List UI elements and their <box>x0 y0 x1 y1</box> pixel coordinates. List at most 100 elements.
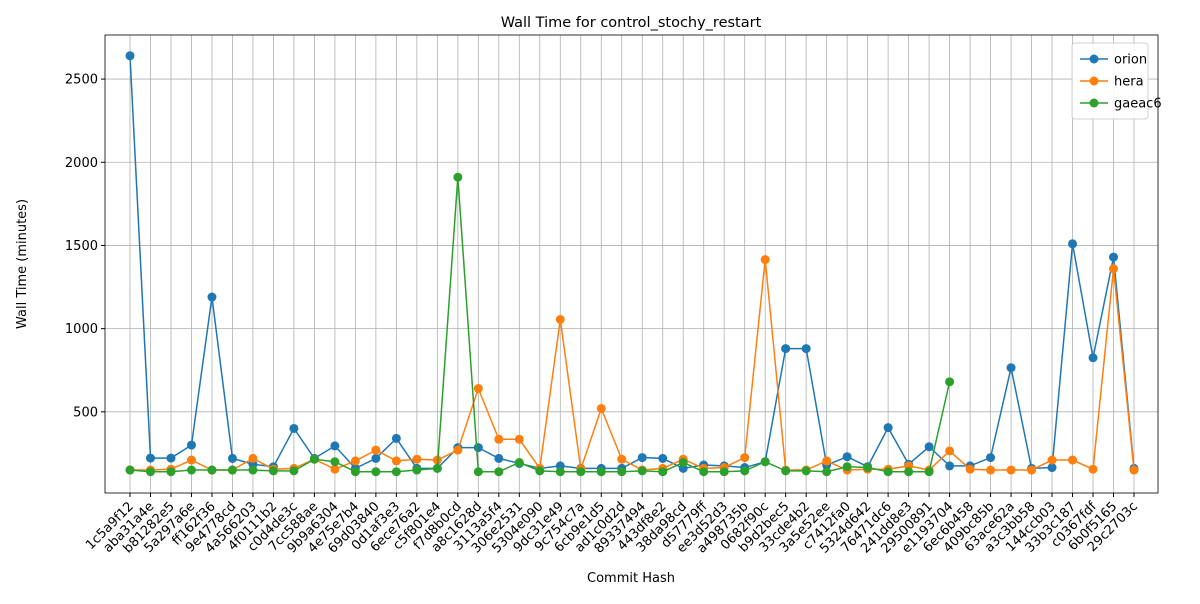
data-point <box>494 434 504 444</box>
data-point <box>863 463 873 473</box>
data-point <box>289 423 299 433</box>
data-point <box>1109 264 1119 274</box>
data-point <box>125 51 135 61</box>
data-point <box>801 344 811 354</box>
data-point <box>473 467 483 477</box>
y-tick-label: 1500 <box>65 239 98 254</box>
data-point <box>945 461 955 471</box>
data-point <box>1047 463 1057 473</box>
data-point <box>166 467 176 477</box>
data-point <box>453 445 463 455</box>
y-tick-label: 2000 <box>65 156 98 171</box>
series <box>125 255 1139 475</box>
series-line <box>129 55 1135 470</box>
data-point <box>658 453 668 463</box>
data-point <box>268 466 278 476</box>
data-point <box>371 467 381 477</box>
data-point <box>166 453 176 463</box>
data-point <box>945 377 955 387</box>
y-axis-label: Wall Time (minutes) <box>15 199 30 329</box>
series-line <box>130 259 1135 471</box>
series <box>125 51 1139 473</box>
data-point <box>760 457 770 467</box>
data-point <box>945 446 955 456</box>
data-point <box>473 443 483 453</box>
data-point <box>1088 353 1098 363</box>
legend-marker <box>1089 76 1099 86</box>
data-point <box>555 467 565 477</box>
data-point <box>986 453 996 463</box>
data-point <box>330 441 340 451</box>
data-point <box>289 466 299 476</box>
data-point <box>227 465 237 475</box>
series <box>125 172 955 477</box>
data-point <box>514 434 524 444</box>
data-point <box>227 453 237 463</box>
data-point <box>781 466 791 476</box>
data-point <box>432 463 442 473</box>
data-point <box>1006 465 1016 475</box>
data-point <box>637 466 647 476</box>
data-point <box>145 453 155 463</box>
data-point <box>883 423 893 433</box>
data-point <box>555 314 565 324</box>
data-point <box>842 452 852 462</box>
data-point <box>596 467 606 477</box>
data-point <box>371 453 381 463</box>
legend-label: orion <box>1114 53 1147 68</box>
data-point <box>617 454 627 464</box>
data-point <box>309 454 319 464</box>
data-point <box>186 455 196 465</box>
data-point <box>248 465 258 475</box>
data-point <box>1068 455 1078 465</box>
data-point <box>494 467 504 477</box>
data-point <box>391 456 401 466</box>
data-point <box>1109 252 1119 262</box>
data-point <box>330 464 340 474</box>
data-point <box>330 457 340 467</box>
data-point <box>965 464 975 474</box>
data-point <box>740 466 750 476</box>
data-point <box>699 467 709 477</box>
data-point <box>924 467 934 477</box>
x-axis-label: Commit Hash <box>587 571 675 586</box>
data-point <box>350 456 360 466</box>
plot-frame <box>104 34 1159 494</box>
data-point <box>453 172 463 182</box>
data-point <box>514 458 524 468</box>
legend-marker <box>1089 98 1099 108</box>
data-point <box>125 465 135 475</box>
data-point <box>186 465 196 475</box>
legend-label: gaeac6 <box>1114 97 1162 112</box>
data-point <box>248 453 258 463</box>
data-point <box>986 465 996 475</box>
data-point <box>904 467 914 477</box>
data-point <box>1006 363 1016 373</box>
data-point <box>1068 239 1078 249</box>
data-point <box>617 467 627 477</box>
data-point <box>719 467 729 477</box>
data-point <box>842 462 852 472</box>
data-point <box>391 433 401 443</box>
data-point <box>883 467 893 477</box>
chart-title: Wall Time for control_stochy_restart <box>501 15 762 31</box>
data-point <box>801 466 811 476</box>
y-tick-label: 1000 <box>65 322 98 337</box>
data-point <box>596 403 606 413</box>
data-point <box>924 442 934 452</box>
data-point <box>1047 455 1057 465</box>
data-point <box>371 445 381 455</box>
data-point <box>412 465 422 475</box>
y-tick-label: 2500 <box>65 73 98 88</box>
data-point <box>658 467 668 477</box>
data-point <box>494 453 504 463</box>
data-point <box>473 384 483 394</box>
data-point <box>1027 465 1037 475</box>
data-point <box>678 458 688 468</box>
data-point <box>207 292 217 302</box>
legend-label: hera <box>1114 75 1144 90</box>
data-point <box>350 467 360 477</box>
data-point <box>535 466 545 476</box>
data-point <box>1129 465 1139 475</box>
